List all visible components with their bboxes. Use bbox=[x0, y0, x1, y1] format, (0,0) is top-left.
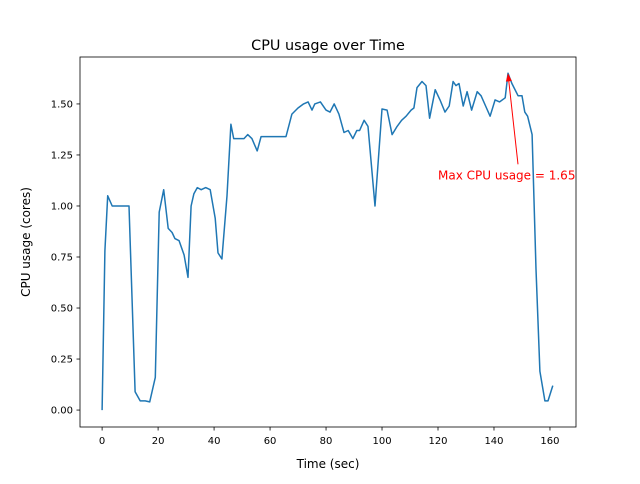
x-tick-label: 20 bbox=[152, 436, 165, 447]
x-tick-label: 140 bbox=[484, 436, 503, 447]
annotation-arrowhead bbox=[505, 73, 512, 82]
axes-frame bbox=[79, 56, 577, 428]
y-tick-label: 1.00 bbox=[51, 201, 73, 212]
y-tick-label: 1.25 bbox=[51, 150, 73, 161]
series-line-0 bbox=[101, 72, 554, 411]
annotation-arrow bbox=[507, 78, 519, 165]
y-axis-label: CPU usage (cores) bbox=[19, 187, 33, 297]
x-tick-label: 80 bbox=[320, 436, 333, 447]
y-tick-label: 0.75 bbox=[51, 253, 73, 264]
y-tick-label: 0.25 bbox=[51, 355, 73, 366]
plot-area: 0 20 40 60 80 100 120 140 160 0.00 0.25 0.50 0.75 1.0… bbox=[51, 56, 577, 447]
y-tick-label: 0.00 bbox=[51, 406, 73, 417]
y-tick-label: 1.50 bbox=[51, 99, 73, 110]
x-tick-label: 160 bbox=[540, 436, 559, 447]
x-tick-label: 120 bbox=[428, 436, 447, 447]
x-tick-label: 40 bbox=[208, 436, 221, 447]
x-tick-label: 60 bbox=[264, 436, 277, 447]
x-tick-label: 0 bbox=[99, 436, 105, 447]
x-tick-label: 100 bbox=[372, 436, 391, 447]
y-tick-label: 0.50 bbox=[51, 304, 73, 315]
x-axis-label: Time (sec) bbox=[296, 457, 360, 471]
chart-title: CPU usage over Time bbox=[251, 38, 405, 54]
annotation-label: Max CPU usage = 1.65 bbox=[438, 168, 575, 182]
